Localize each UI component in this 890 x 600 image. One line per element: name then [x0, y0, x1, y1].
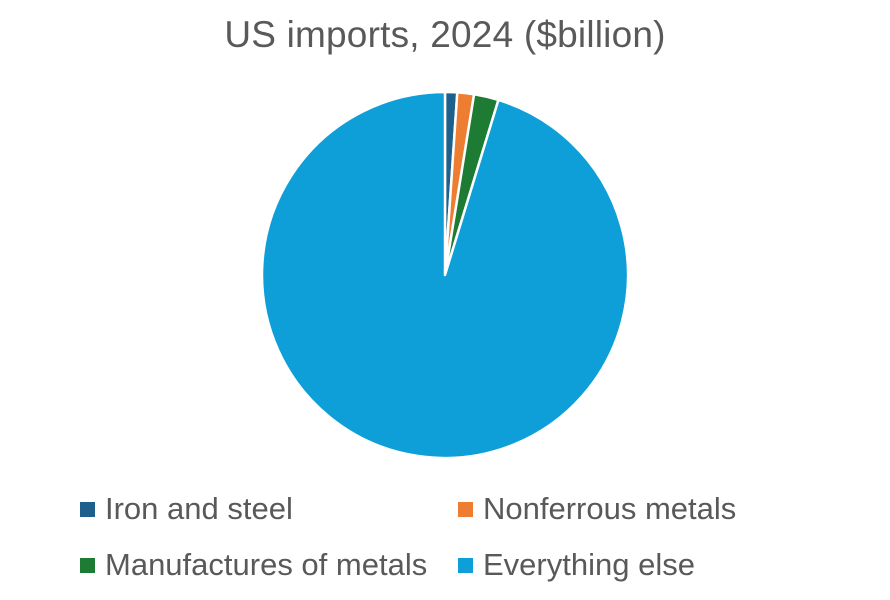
- legend-item: Iron and steel: [80, 489, 293, 529]
- legend-item: Nonferrous metals: [458, 489, 736, 529]
- chart-title: US imports, 2024 ($billion): [224, 14, 666, 55]
- legend-swatch: [80, 557, 95, 573]
- legend-label: Iron and steel: [105, 491, 293, 526]
- legend-label: Everything else: [483, 547, 695, 582]
- legend-swatch: [458, 501, 473, 517]
- legend-swatch: [80, 501, 95, 517]
- pie-slice-everything-else: [260, 90, 630, 460]
- legend-item: Everything else: [458, 545, 695, 585]
- legend-label: Nonferrous metals: [483, 491, 737, 526]
- legend-item: Manufactures of metals: [80, 545, 427, 585]
- legend-swatch: [458, 557, 473, 573]
- legend-label: Manufactures of metals: [105, 547, 428, 582]
